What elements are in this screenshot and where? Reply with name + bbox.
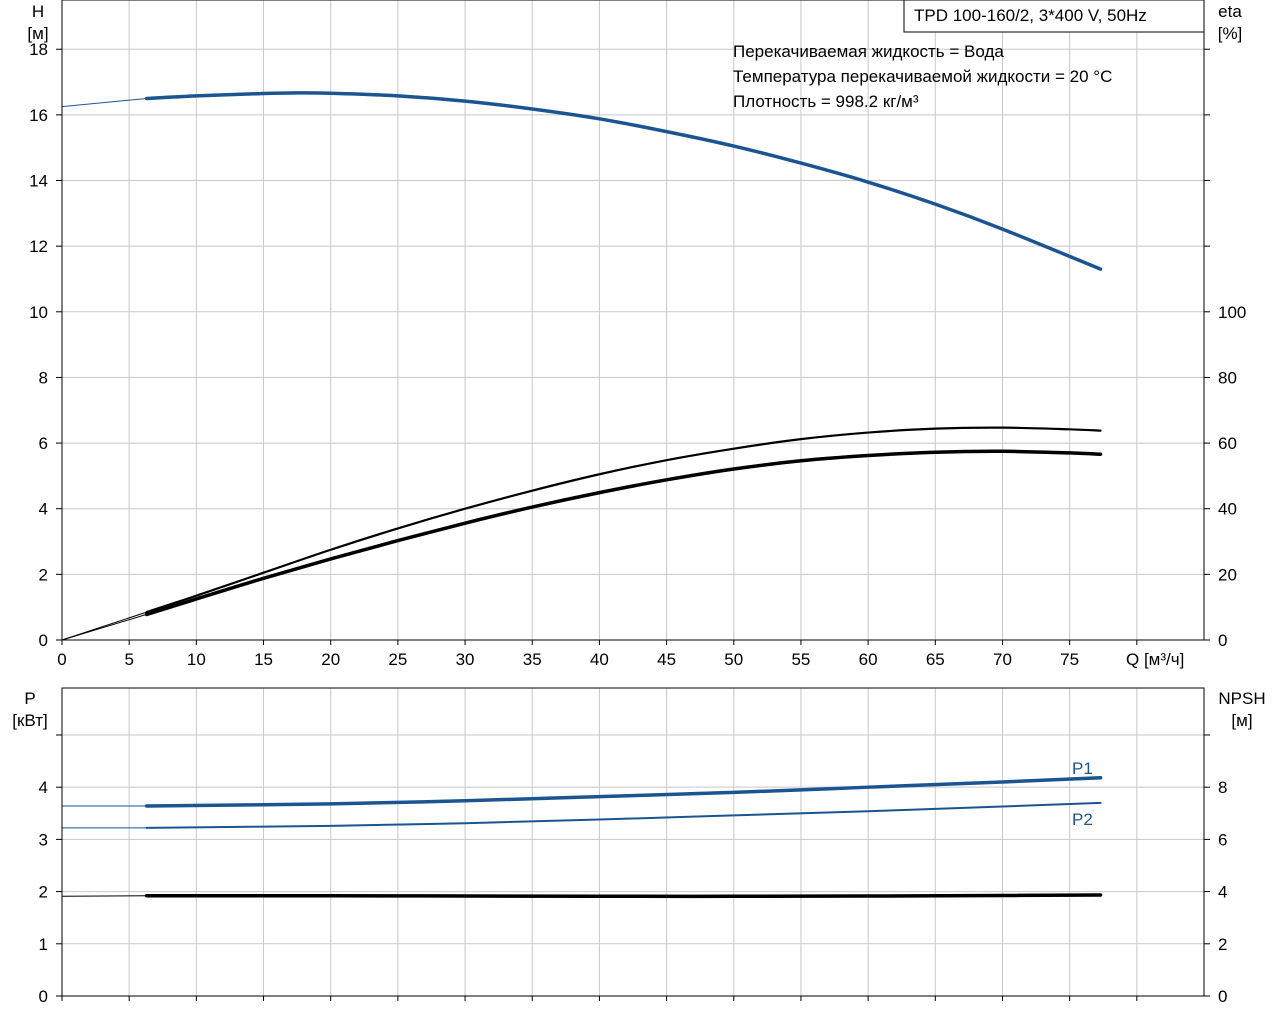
x-tick-label: 25 [388, 650, 407, 669]
bottom-y-left-tick-label: 4 [39, 778, 48, 797]
top-series-0-line [144, 91, 1103, 271]
series-label-p2: P2 [1072, 810, 1093, 829]
y-right-unit-bottom: [м] [1231, 711, 1252, 730]
top-y-left-tick-label: 8 [39, 368, 48, 387]
top-y-right-tick-label: 100 [1218, 303, 1246, 322]
bottom-y-left-tick-label: 0 [39, 987, 48, 1006]
top-y-left-tick-label: 6 [39, 434, 48, 453]
bottom-series-2-extension [61, 895, 147, 897]
x-tick-label: 60 [859, 650, 878, 669]
x-tick-label: 75 [1060, 650, 1079, 669]
bottom-y-left-tick-label: 3 [39, 830, 48, 849]
x-tick-label: 55 [791, 650, 810, 669]
x-tick-label: 35 [523, 650, 542, 669]
top-series-1-line [145, 426, 1102, 614]
top-y-left-tick-label: 2 [39, 565, 48, 584]
pump-model-box [903, 0, 1205, 33]
y-left-unit-top: [м] [27, 24, 48, 43]
bottom-curves [61, 776, 1103, 899]
top-y-right-tick-label: 60 [1218, 434, 1237, 453]
x-tick-label: 10 [187, 650, 206, 669]
x-tick-label: 20 [321, 650, 340, 669]
x-tick-label: 5 [124, 650, 133, 669]
x-tick-label: 40 [590, 650, 609, 669]
top-y-right-tick-label: 40 [1218, 500, 1237, 519]
info-line-density: Плотность = 998.2 кг/м³ [733, 92, 919, 111]
bottom-y-left-tick-label: 1 [39, 935, 48, 954]
bottom-y-right-tick-label: 6 [1218, 830, 1227, 849]
series-label-p1: P1 [1072, 759, 1093, 778]
x-axis-label: Q [м³/ч] [1126, 650, 1184, 669]
top-axis-ticks: 0 5 10 15 20 25 30 35 40 45 50 55 60 65 70 75 0 2 4 6 8 10 12 1… [29, 40, 1246, 669]
bottom-y-right-tick-label: 2 [1218, 935, 1227, 954]
bottom-y-right-tick-label: 0 [1218, 987, 1227, 1006]
x-tick-label: 65 [926, 650, 945, 669]
bottom-axis-ticks: 0 1 2 3 4 0 2 4 6 8 [39, 734, 1227, 1006]
x-tick-label: 70 [993, 650, 1012, 669]
x-tick-label: 30 [456, 650, 475, 669]
x-tick-label: 0 [57, 650, 66, 669]
top-gridlines [62, 0, 1204, 640]
y-left-label-bottom: P [24, 689, 35, 708]
top-series-2-line [144, 449, 1103, 617]
y-right-label-top: eta [1218, 2, 1242, 21]
top-y-left-tick-label: 10 [29, 303, 48, 322]
x-tick-label: 45 [657, 650, 676, 669]
bottom-gridlines [62, 688, 1204, 996]
top-y-right-tick-label: 0 [1218, 631, 1227, 650]
top-y-right-tick-label: 20 [1218, 565, 1237, 584]
bottom-plot-frame [61, 687, 1205, 997]
top-y-left-tick-label: 12 [29, 237, 48, 256]
pump-model-label: TPD 100-160/2, 3*400 V, 50Hz [914, 6, 1147, 25]
top-series-2-extension [61, 613, 147, 641]
x-tick-label: 50 [724, 650, 743, 669]
y-left-label-top: H [32, 2, 44, 21]
top-y-left-tick-label: 18 [29, 40, 48, 59]
top-y-left-tick-label: 14 [29, 172, 48, 191]
y-left-unit-bottom: [кВт] [12, 711, 47, 730]
bottom-series-0-p1-line [144, 776, 1103, 808]
top-series-0-extension [61, 97, 147, 108]
x-tick-label: 15 [254, 650, 273, 669]
top-y-left-tick-label: 4 [39, 500, 48, 519]
top-curves [61, 91, 1103, 641]
info-line-temperature: Температура перекачиваемой жидкости = 20… [733, 67, 1112, 86]
power-npsh-panel: 0 1 2 3 4 0 2 4 6 8 P [кВт] NPSH [м] P1 P2 [12, 687, 1266, 1006]
bottom-y-left-tick-label: 2 [39, 883, 48, 902]
y-right-unit-top: [%] [1218, 24, 1243, 43]
head-efficiency-panel: 0 5 10 15 20 25 30 35 40 45 50 55 60 65 70 75 0 2 4 6 8 10 12 1… [27, 0, 1246, 669]
info-line-fluid: Перекачиваемая жидкость = Вода [733, 42, 1004, 61]
y-right-label-bottom: NPSH [1218, 689, 1265, 708]
bottom-series-1-p2-line [145, 801, 1102, 829]
top-y-left-tick-label: 0 [39, 631, 48, 650]
top-y-right-tick-label: 80 [1218, 368, 1237, 387]
bottom-y-right-tick-label: 8 [1218, 778, 1227, 797]
top-y-left-tick-label: 16 [29, 106, 48, 125]
top-plot-frame [61, 0, 1205, 641]
bottom-y-right-tick-label: 4 [1218, 883, 1227, 902]
bottom-series-2-line [144, 893, 1103, 899]
